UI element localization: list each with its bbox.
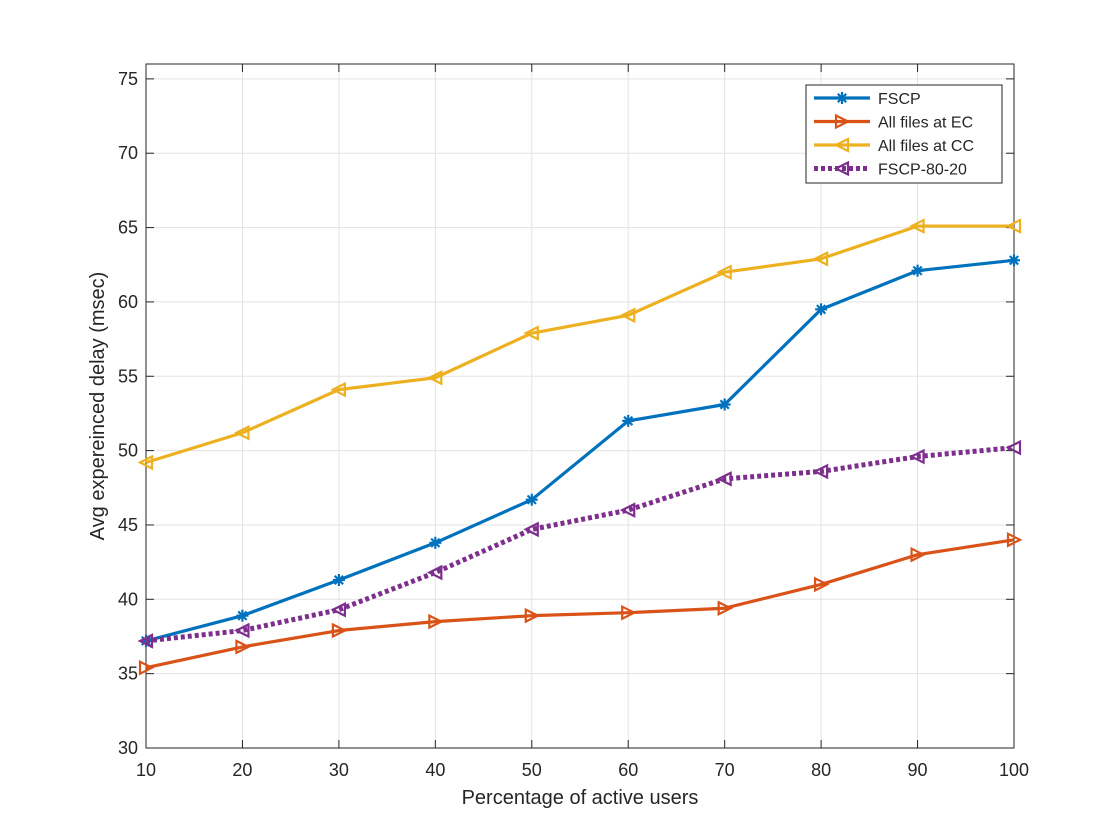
x-tick-label: 50: [522, 760, 542, 780]
series-2: [138, 532, 1023, 676]
legend-marker: [833, 137, 850, 153]
x-tick-label: 30: [329, 760, 349, 780]
data-point: [911, 264, 924, 277]
legend-entry: FSCP-80-20: [814, 160, 967, 179]
data-point: [909, 448, 925, 465]
x-tick-label: 40: [425, 760, 445, 780]
series-line: [145, 445, 1015, 644]
data-point: [1005, 218, 1022, 234]
data-point: [812, 251, 829, 267]
series-1: [140, 254, 1020, 647]
data-point: [815, 303, 828, 316]
data-point: [233, 424, 250, 441]
y-tick-label: 35: [118, 664, 138, 684]
data-point: [236, 609, 249, 622]
data-point: [138, 659, 155, 676]
data-point: [428, 613, 444, 630]
data-point: [233, 622, 250, 639]
y-tick-label: 70: [118, 143, 138, 163]
series-line: [145, 224, 1014, 465]
data-point: [1006, 532, 1023, 548]
legend-marker: [833, 160, 850, 177]
y-tick-label: 30: [118, 738, 138, 758]
data-point: [525, 493, 538, 506]
x-tick-label: 60: [618, 760, 638, 780]
data-point: [331, 622, 348, 639]
legend-entry: All files at EC: [814, 113, 973, 132]
data-point: [718, 398, 731, 411]
data-point: [716, 264, 732, 280]
data-point: [429, 536, 442, 549]
data-point: [812, 463, 829, 480]
data-point: [621, 604, 637, 621]
data-point: [137, 454, 154, 471]
series-layer: [137, 218, 1023, 676]
y-tick-label: 55: [118, 366, 138, 386]
y-tick-label: 65: [118, 218, 138, 238]
data-point: [716, 471, 732, 487]
legend-label: All files at EC: [878, 115, 973, 132]
data-point: [332, 573, 345, 586]
legend-label: All files at CC: [878, 138, 974, 155]
x-tick-label: 100: [999, 760, 1029, 780]
data-point: [524, 607, 541, 624]
legend: FSCP All files at EC All files at CC FSCP-8…: [805, 84, 1003, 184]
legend-label: FSCP: [878, 91, 921, 108]
data-point: [909, 218, 925, 234]
data-point: [137, 633, 154, 649]
series-4: [137, 439, 1022, 649]
y-tick-label: 50: [118, 441, 138, 461]
plot-area-frame: [145, 63, 1015, 749]
y-tick-label: 75: [118, 69, 138, 89]
data-point: [523, 521, 539, 538]
x-tick-label: 80: [811, 760, 831, 780]
axis-ticks: 10 20 30 40 50 60 70 80 90 100 30 35 40 45 50 55 60 65 70 7…: [118, 64, 1029, 780]
x-axis-label: Percentage of active users: [462, 787, 699, 809]
data-point: [426, 564, 443, 581]
data-point: [523, 325, 539, 341]
data-point: [619, 502, 636, 518]
data-point: [330, 601, 346, 618]
y-axis-label: Avg expereinced delay (msec): [87, 272, 109, 541]
data-point: [1008, 254, 1020, 267]
legend-marker: [836, 92, 848, 104]
x-tick-label: 10: [136, 760, 156, 780]
x-tick-label: 20: [232, 760, 252, 780]
data-point: [1005, 439, 1022, 456]
legend-entry: FSCP: [814, 91, 921, 108]
data-point: [910, 546, 927, 563]
data-point: [330, 381, 346, 398]
y-tick-label: 45: [118, 515, 138, 535]
x-tick-label: 70: [715, 760, 735, 780]
data-point: [235, 639, 251, 655]
data-point: [426, 369, 443, 386]
data-point: [622, 414, 635, 427]
data-point: [814, 576, 830, 593]
data-point: [619, 307, 636, 324]
y-tick-label: 40: [118, 589, 138, 609]
series-3: [137, 218, 1022, 471]
legend-entry: All files at CC: [814, 137, 974, 155]
series-line: [145, 258, 1015, 643]
legend-marker: [834, 113, 851, 130]
data-point: [717, 600, 734, 617]
y-tick-label: 60: [118, 292, 138, 312]
legend-label: FSCP-80-20: [878, 162, 967, 179]
x-tick-label: 90: [908, 760, 928, 780]
series-line: [145, 538, 1015, 670]
